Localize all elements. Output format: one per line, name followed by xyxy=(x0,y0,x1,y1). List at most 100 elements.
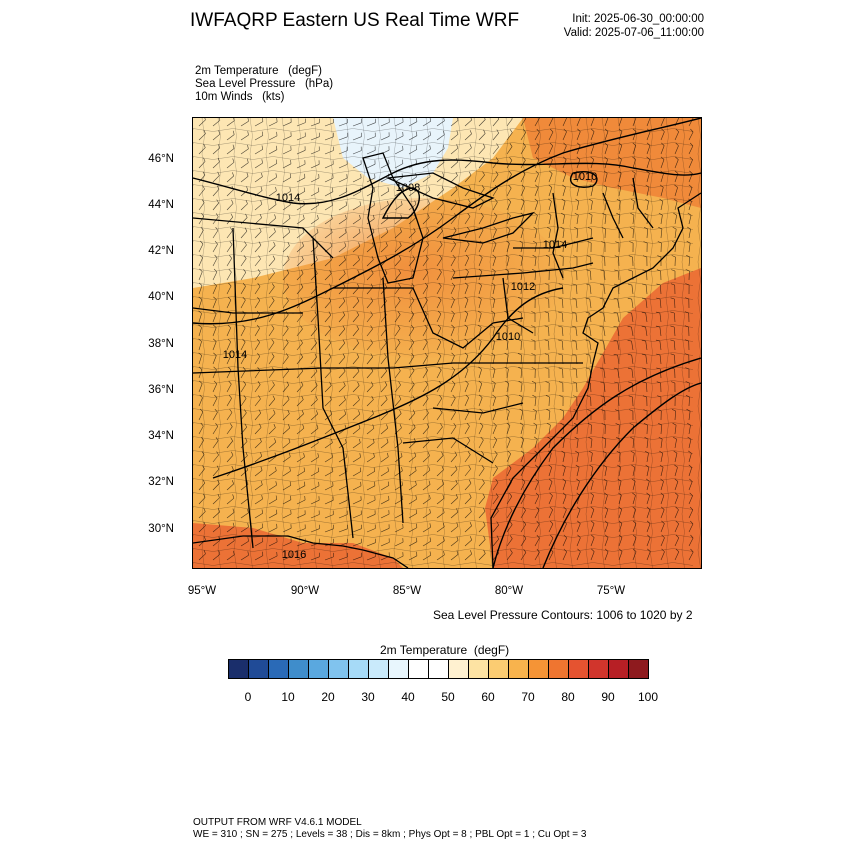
wind-barb xyxy=(212,257,218,267)
wind-barb xyxy=(324,357,332,365)
wind-barb xyxy=(617,369,620,379)
wind-barb-flag xyxy=(642,283,647,286)
wind-barb-flag xyxy=(230,213,234,218)
county-line xyxy=(193,226,694,230)
wind-barb xyxy=(464,216,471,225)
wind-barb-flag xyxy=(414,200,417,205)
wind-barb xyxy=(492,397,496,407)
wind-barb xyxy=(562,537,567,547)
wind-barb xyxy=(324,514,334,519)
wind-barb-flag xyxy=(689,492,693,496)
wind-barb xyxy=(212,525,220,533)
wind-barb-flag xyxy=(684,297,689,300)
wind-barb-flag xyxy=(387,467,389,472)
wind-barb-flag xyxy=(275,466,277,471)
wind-barb-flag xyxy=(438,296,442,301)
wind-barb-flag xyxy=(243,255,247,259)
wind-barb-flag xyxy=(590,520,595,524)
wind-barb-flag xyxy=(414,466,417,471)
wind-barb-flag xyxy=(384,339,387,343)
wind-barb xyxy=(660,159,665,169)
wind-barb xyxy=(352,542,362,547)
wind-barb-flag xyxy=(328,353,332,358)
wind-barb xyxy=(268,499,277,505)
wind-barb xyxy=(254,555,264,561)
wind-barb xyxy=(408,441,416,449)
colorbar-label: 20 xyxy=(321,690,335,704)
wind-barb xyxy=(436,285,442,295)
wind-barb xyxy=(632,453,635,463)
wind-barb-flag xyxy=(300,381,304,386)
wind-barb xyxy=(450,175,458,183)
wind-barb-flag xyxy=(504,282,509,286)
wind-barb xyxy=(226,134,235,141)
wind-barb-flag xyxy=(273,227,276,232)
wind-barb xyxy=(282,204,291,211)
wind-barb-flag xyxy=(424,366,428,371)
wind-barb-flag xyxy=(218,144,220,149)
county-line xyxy=(193,520,694,524)
wind-barb-flag xyxy=(247,508,249,513)
wind-barb xyxy=(310,301,318,309)
wind-barb-flag xyxy=(689,156,693,161)
wind-barb-flag xyxy=(618,142,622,146)
isobar-label: 1010 xyxy=(573,171,597,183)
wind-barb-flag xyxy=(616,450,621,454)
wind-barb xyxy=(562,187,566,197)
wind-barb xyxy=(618,523,623,533)
wind-barb-flag xyxy=(357,283,360,288)
wind-barb-flag xyxy=(613,367,618,370)
wind-barb-flag xyxy=(618,156,622,160)
wind-barb-flag xyxy=(601,423,606,426)
wind-barb-flag xyxy=(627,312,632,314)
wind-barb-flag xyxy=(517,353,522,356)
wind-barb xyxy=(660,495,665,505)
wind-barb-flag xyxy=(505,380,509,384)
wind-barb-flag xyxy=(685,269,690,272)
wind-barb xyxy=(674,187,678,197)
wind-barb-flag xyxy=(262,551,264,556)
wind-barb-flag xyxy=(675,506,679,510)
wind-barb xyxy=(450,454,458,463)
colorbar-label: 60 xyxy=(481,690,495,704)
wind-barb-flag xyxy=(261,509,263,514)
wind-barb-flag xyxy=(590,128,595,132)
wind-barb xyxy=(352,456,361,463)
wind-barb-flag xyxy=(690,548,694,553)
wind-barb-flag xyxy=(545,255,550,258)
wind-barb xyxy=(296,273,304,281)
wind-barb-flag xyxy=(655,325,660,328)
wind-barb xyxy=(450,120,459,127)
wind-barb-flag xyxy=(518,366,522,370)
wind-barb xyxy=(604,438,607,449)
wind-barb xyxy=(520,312,522,323)
wind-barb xyxy=(366,371,374,379)
wind-barb xyxy=(492,327,495,337)
wind-barb-flag xyxy=(397,325,401,329)
county-line xyxy=(377,118,381,568)
wind-barb xyxy=(631,355,634,365)
wind-barb xyxy=(380,370,387,379)
wind-barb xyxy=(464,243,470,253)
wind-barb-flag xyxy=(371,410,374,415)
wind-barb xyxy=(660,368,662,379)
wind-barb xyxy=(226,271,232,281)
wind-barb-flag xyxy=(443,536,445,541)
wind-barb-flag xyxy=(359,438,361,443)
wind-barb xyxy=(408,356,415,365)
wind-barb-flag xyxy=(660,478,664,482)
wind-barb xyxy=(296,287,304,295)
wind-barb-flag xyxy=(217,171,220,176)
wind-barb xyxy=(618,551,623,561)
wind-barb xyxy=(268,427,276,435)
wind-barb xyxy=(422,484,431,491)
wind-barb xyxy=(282,499,292,505)
wind-barb xyxy=(464,271,469,281)
wind-barb xyxy=(324,342,332,351)
wind-barb-flag xyxy=(494,464,498,469)
wind-barb xyxy=(380,218,389,225)
wind-barb xyxy=(646,551,651,561)
wind-barb xyxy=(506,383,509,393)
wind-barb-flag xyxy=(614,409,620,412)
wind-barb xyxy=(562,298,564,309)
